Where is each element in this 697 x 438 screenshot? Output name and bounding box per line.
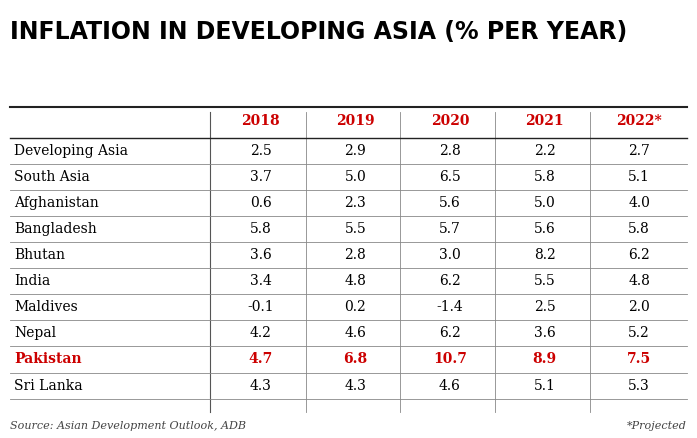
Text: 5.3: 5.3	[628, 378, 650, 392]
Text: 4.8: 4.8	[344, 274, 366, 288]
Text: 3.7: 3.7	[250, 170, 272, 184]
Text: Afghanistan: Afghanistan	[14, 196, 99, 210]
Text: 2.3: 2.3	[344, 196, 366, 210]
Text: 4.6: 4.6	[344, 326, 366, 340]
Text: 6.8: 6.8	[343, 353, 367, 367]
Text: 2.0: 2.0	[628, 300, 650, 314]
Text: 5.6: 5.6	[534, 222, 556, 236]
Text: 2.9: 2.9	[344, 144, 366, 158]
Text: 6.2: 6.2	[439, 326, 461, 340]
Text: Source: Asian Development Outlook, ADB: Source: Asian Development Outlook, ADB	[10, 421, 247, 431]
Text: 5.8: 5.8	[534, 170, 556, 184]
Text: 5.2: 5.2	[628, 326, 650, 340]
Text: 6.2: 6.2	[439, 274, 461, 288]
Text: 4.0: 4.0	[628, 196, 650, 210]
Text: 2.8: 2.8	[439, 144, 461, 158]
Text: -1.4: -1.4	[436, 300, 464, 314]
Text: Bhutan: Bhutan	[14, 248, 65, 262]
Text: Pakistan: Pakistan	[14, 353, 82, 367]
Text: 2.7: 2.7	[628, 144, 650, 158]
Text: 2019: 2019	[336, 114, 374, 128]
Text: Maldives: Maldives	[14, 300, 77, 314]
Text: 0.2: 0.2	[344, 300, 366, 314]
Text: South Asia: South Asia	[14, 170, 90, 184]
Text: 8.9: 8.9	[533, 353, 557, 367]
Text: -0.1: -0.1	[247, 300, 274, 314]
Text: 3.4: 3.4	[250, 274, 272, 288]
Text: 4.8: 4.8	[628, 274, 650, 288]
Text: 3.6: 3.6	[250, 248, 272, 262]
Text: 2.2: 2.2	[534, 144, 556, 158]
Text: 7.5: 7.5	[627, 353, 651, 367]
Text: Nepal: Nepal	[14, 326, 56, 340]
Text: 5.6: 5.6	[439, 196, 461, 210]
Text: 5.0: 5.0	[534, 196, 556, 210]
Text: Bangladesh: Bangladesh	[14, 222, 97, 236]
Text: 5.1: 5.1	[534, 378, 556, 392]
Text: 10.7: 10.7	[433, 353, 467, 367]
Text: 5.5: 5.5	[344, 222, 366, 236]
Text: 4.2: 4.2	[250, 326, 272, 340]
Text: 2021: 2021	[526, 114, 564, 128]
Text: 5.8: 5.8	[628, 222, 650, 236]
Text: 2022*: 2022*	[616, 114, 662, 128]
Text: 5.1: 5.1	[628, 170, 650, 184]
Text: 4.3: 4.3	[344, 378, 366, 392]
Text: 5.0: 5.0	[344, 170, 366, 184]
Text: 5.5: 5.5	[534, 274, 556, 288]
Text: 4.3: 4.3	[250, 378, 272, 392]
Text: *Projected: *Projected	[627, 421, 687, 431]
Text: 0.6: 0.6	[250, 196, 272, 210]
Text: 4.6: 4.6	[439, 378, 461, 392]
Text: India: India	[14, 274, 50, 288]
Text: 5.8: 5.8	[250, 222, 272, 236]
Text: INFLATION IN DEVELOPING ASIA (% PER YEAR): INFLATION IN DEVELOPING ASIA (% PER YEAR…	[10, 20, 628, 44]
Text: 6.2: 6.2	[628, 248, 650, 262]
Text: 2.5: 2.5	[534, 300, 556, 314]
Text: Developing Asia: Developing Asia	[14, 144, 128, 158]
Text: 2.5: 2.5	[250, 144, 272, 158]
Text: Sri Lanka: Sri Lanka	[14, 378, 82, 392]
Text: 4.7: 4.7	[249, 353, 273, 367]
Text: 3.6: 3.6	[534, 326, 556, 340]
Text: 8.2: 8.2	[534, 248, 556, 262]
Text: 2020: 2020	[431, 114, 469, 128]
Text: 2.8: 2.8	[344, 248, 366, 262]
Text: 3.0: 3.0	[439, 248, 461, 262]
Text: 6.5: 6.5	[439, 170, 461, 184]
Text: 5.7: 5.7	[439, 222, 461, 236]
Text: 2018: 2018	[241, 114, 280, 128]
